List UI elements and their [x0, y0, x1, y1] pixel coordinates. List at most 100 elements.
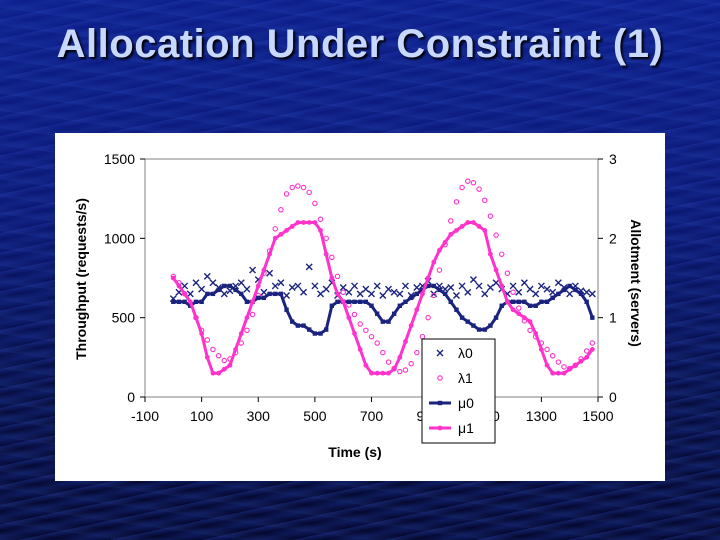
data-point — [403, 299, 408, 304]
data-point — [414, 307, 420, 313]
data-point — [515, 288, 523, 296]
data-point — [521, 315, 527, 321]
data-point — [278, 231, 284, 237]
data-point — [187, 299, 193, 305]
data-point — [340, 289, 346, 296]
data-point — [323, 235, 329, 242]
data-point — [476, 186, 482, 192]
data-point — [448, 231, 454, 237]
data-point — [390, 288, 398, 296]
data-point — [261, 295, 267, 301]
data-point — [476, 224, 482, 229]
data-point — [307, 327, 312, 332]
left-axis-ticks: 0 500 1000 1500 — [104, 151, 145, 405]
data-point — [550, 370, 556, 376]
data-point — [454, 307, 459, 312]
data-point — [362, 285, 370, 293]
data-point — [493, 267, 499, 273]
legend-label: μ0 — [458, 395, 474, 411]
data-point — [271, 282, 279, 290]
data-point — [425, 275, 431, 281]
right-tick-label: 1 — [609, 310, 617, 326]
data-point — [572, 362, 578, 368]
data-point — [199, 331, 205, 336]
data-point — [459, 315, 465, 320]
legend-label: μ1 — [458, 420, 474, 436]
data-point — [300, 288, 308, 296]
data-point — [459, 224, 465, 229]
data-point — [380, 349, 386, 356]
data-point — [465, 220, 471, 225]
data-point — [510, 289, 516, 296]
data-point — [260, 288, 268, 296]
data-point — [578, 358, 584, 364]
data-point — [567, 283, 572, 289]
data-point — [561, 287, 567, 293]
data-point — [442, 291, 448, 297]
data-point — [374, 370, 380, 376]
data-point — [334, 273, 341, 280]
series-2 — [170, 178, 596, 375]
data-point — [396, 290, 404, 298]
data-point — [583, 288, 591, 296]
data-point — [318, 228, 323, 233]
data-point — [499, 283, 505, 289]
data-point — [357, 321, 363, 327]
data-point — [216, 370, 222, 376]
data-point — [203, 272, 211, 280]
plot-area — [144, 158, 599, 398]
data-point — [549, 288, 557, 296]
data-point — [588, 290, 596, 298]
data-point — [193, 299, 199, 304]
data-point — [284, 228, 289, 233]
data-point — [386, 319, 391, 324]
data-point — [550, 295, 555, 301]
data-point — [288, 284, 296, 292]
data-point — [181, 282, 189, 290]
data-point — [448, 299, 453, 304]
data-point — [442, 239, 448, 245]
right-tick-label: 2 — [609, 230, 617, 246]
data-point — [493, 315, 499, 320]
data-point — [482, 327, 487, 332]
legend: λ0 λ1 μ0 μ1 — [421, 338, 496, 444]
data-point — [401, 282, 409, 290]
data-point — [465, 319, 470, 324]
x-axis-label: Time (s) — [328, 444, 381, 460]
data-point — [329, 275, 335, 281]
data-point — [481, 290, 489, 298]
data-point — [356, 290, 364, 298]
data-point — [339, 284, 347, 292]
data-point — [567, 366, 573, 372]
x-axis-ticks: -100100300500700900110013001500 — [131, 397, 614, 424]
data-point — [239, 291, 244, 297]
data-point — [221, 366, 227, 372]
data-point — [220, 290, 228, 298]
data-point — [470, 180, 477, 186]
data-point — [301, 323, 306, 328]
data-point — [283, 191, 290, 197]
data-point — [186, 290, 194, 298]
data-point — [520, 279, 528, 287]
data-point — [385, 359, 392, 365]
x-tick-label: -100 — [131, 408, 159, 424]
series-3 — [171, 283, 595, 336]
data-point — [300, 184, 307, 191]
data-point — [311, 282, 319, 290]
data-point — [238, 331, 244, 336]
data-point — [222, 283, 227, 289]
data-point — [538, 347, 544, 352]
data-point — [278, 291, 284, 297]
data-point — [352, 299, 357, 304]
data-point — [210, 370, 216, 376]
data-point — [397, 368, 403, 375]
series-layer — [169, 178, 596, 376]
x-tick-label: 1300 — [526, 408, 557, 424]
data-point — [346, 299, 352, 304]
data-point — [301, 220, 306, 225]
data-point — [573, 287, 578, 293]
data-point — [498, 251, 505, 257]
data-point — [250, 299, 255, 305]
data-point — [205, 291, 210, 297]
